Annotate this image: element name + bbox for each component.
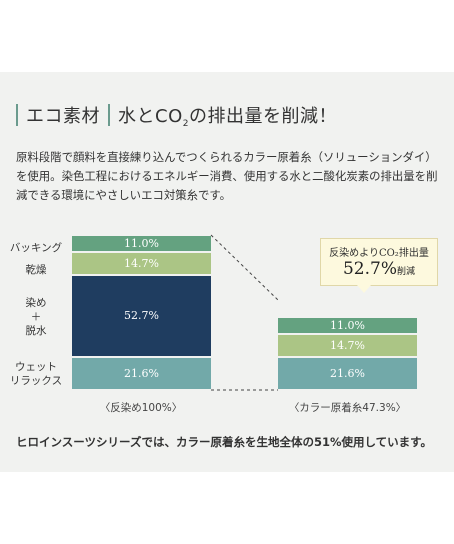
bar-value-label: 11.0% [124, 237, 159, 251]
bar-2-wet-relax: 21.6% [278, 357, 417, 389]
callout-value: 52.7% [342, 259, 397, 279]
heading-title: 水とCO2の排出量を削減！ [118, 102, 337, 129]
callout-unit: 削減 [397, 267, 416, 277]
legend-dyeing-dehydrate: 染め ＋ 脱水 [6, 296, 66, 338]
legend-backing-label: バッキング [9, 242, 63, 254]
heading-tag: エコ素材 [26, 106, 100, 127]
heading-bar-left [16, 104, 18, 126]
heading-title-subscript: 2 [182, 119, 189, 129]
legend-drying-label: 乾燥 [25, 264, 47, 276]
callout-value-line: 52.7%削減 [321, 259, 437, 279]
heading: エコ素材 水とCO2の排出量を削減！ [16, 102, 337, 129]
legend-wet-relax-label: ウェット リラックス [9, 361, 63, 387]
eco-panel: エコ素材 水とCO2の排出量を削減！ 原料段階で顔料を直接練り込んでつくられるカ… [0, 72, 454, 472]
heading-title-pre: 水とCO [118, 106, 183, 127]
bar-1-wet-relax: 21.6% [72, 357, 211, 389]
category-label-1: 〈反染め100%〉 [99, 402, 183, 414]
category-label-2: 〈カラー原着糸47.3%〉 [288, 402, 407, 414]
description: 原料段階で顔料を直接練り込んでつくられるカラー原着糸（ソリューションダイ）を使用… [16, 150, 438, 202]
bar-value-label: 14.7% [330, 338, 365, 352]
bar-value-label: 21.6% [124, 366, 159, 380]
bar-1-drying: 14.7% [72, 253, 211, 274]
heading-bar-middle [108, 104, 110, 126]
chart-bars: 21.6% 52.7% 14.7% 11.0% 21.6% 14.7% 11.0% [0, 72, 454, 472]
callout-box: 反染めよりCO₂排出量 52.7%削減 [320, 238, 438, 286]
bar-2-drying: 14.7% [278, 334, 417, 356]
bar-value-label: 21.6% [330, 366, 365, 380]
legend-backing: バッキング [6, 241, 66, 255]
legend-wet-relax: ウェット リラックス [6, 360, 66, 388]
bar-value-label: 11.0% [330, 318, 365, 332]
heading-title-post: の排出量を削減！ [188, 106, 337, 127]
connector-top [210, 234, 279, 301]
bar-1-dyeing: 52.7% [72, 275, 211, 356]
bar-value-label: 14.7% [124, 256, 159, 270]
bar-value-label: 52.7% [124, 309, 159, 323]
legend-dyeing-label: 染め ＋ 脱水 [25, 297, 47, 337]
callout-title: 反染めよりCO₂排出量 [329, 248, 429, 259]
callout-tail [357, 285, 371, 293]
bar-2-backing: 11.0% [278, 317, 417, 333]
dashed-connectors [210, 234, 279, 391]
legend-drying: 乾燥 [6, 263, 66, 277]
footnote: ヒロインスーツシリーズでは、カラー原着糸を生地全体の51%使用しています。 [16, 435, 432, 449]
bar-1-backing: 11.0% [72, 236, 211, 252]
